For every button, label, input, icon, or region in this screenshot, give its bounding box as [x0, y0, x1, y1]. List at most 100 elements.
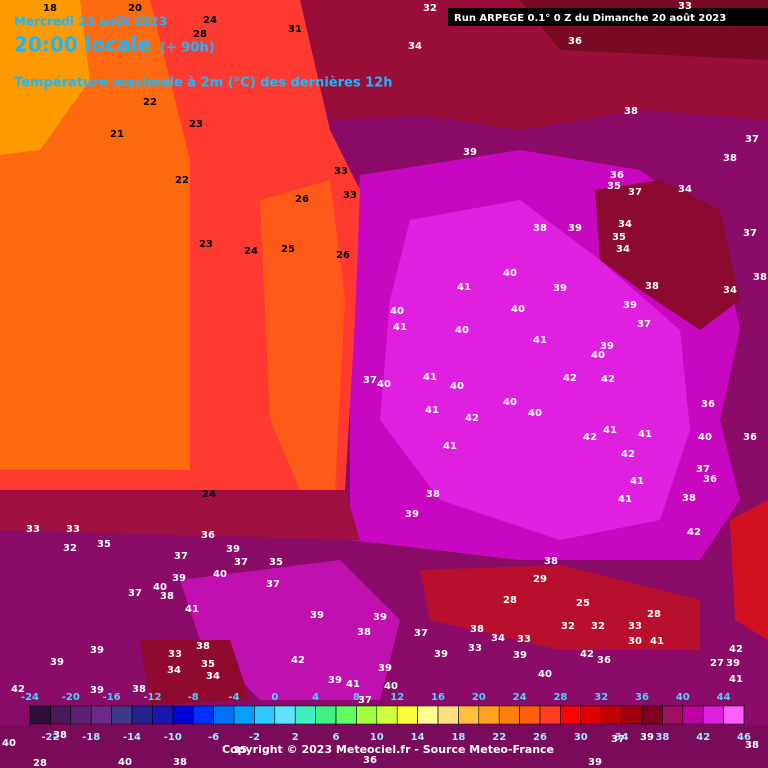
east-hot	[730, 500, 768, 640]
map-value: 39	[513, 650, 527, 661]
legend-swatch	[213, 705, 235, 725]
map-value: 42	[601, 374, 615, 385]
map-value: 40	[538, 669, 552, 680]
legend-tick-label: 46	[737, 732, 751, 743]
map-value: 40	[450, 381, 464, 392]
legend-swatch	[152, 705, 174, 725]
map-value: 40	[390, 306, 404, 317]
legend-swatch	[192, 705, 214, 725]
ocean-warmest	[0, 0, 90, 155]
map-value: 39	[50, 657, 64, 668]
map-value: 39	[90, 645, 104, 656]
map-value: 40	[511, 304, 525, 315]
map-value: 39	[90, 685, 104, 696]
map-value: 38	[745, 740, 759, 751]
legend-tick-label: 26	[533, 732, 547, 743]
map-value: 24	[203, 15, 217, 26]
legend-tick-label: 10	[370, 732, 384, 743]
map-value: 32	[591, 621, 605, 632]
legend-tick-label: 2	[292, 732, 299, 743]
map-value: 34	[408, 41, 422, 52]
map-value: 40	[455, 325, 469, 336]
map-value: 37	[414, 628, 428, 639]
map-value: 39	[640, 732, 654, 743]
legend-tick-label: 14	[411, 732, 425, 743]
map-value: 28	[33, 758, 47, 768]
map-value: 42	[580, 649, 594, 660]
map-value: 40	[2, 738, 16, 749]
map-value: 41	[729, 674, 743, 685]
legend-swatch	[539, 705, 561, 725]
legend-swatch	[111, 705, 133, 725]
legend-tick-label: 44	[717, 692, 731, 703]
legend-tick-label: -22	[41, 732, 59, 743]
legend-tick-label: 6	[333, 732, 340, 743]
map-value: 32	[63, 543, 77, 554]
legend-swatch	[396, 705, 418, 725]
map-value: 24	[202, 489, 216, 500]
map-value: 36	[743, 432, 757, 443]
legend-tick-label: -12	[143, 692, 161, 703]
map-value: 38	[196, 641, 210, 652]
legend-tick-label: -20	[62, 692, 80, 703]
map-value: 36	[597, 655, 611, 666]
map-value: 36	[610, 170, 624, 181]
footer: Copyright © 2023 Meteociel.fr - Source M…	[222, 743, 554, 756]
legend-tick-label: -24	[21, 692, 39, 703]
map-value: 37	[628, 187, 642, 198]
map-value: 39	[553, 283, 567, 294]
map-value: 37	[363, 375, 377, 386]
legend-tick-label: 30	[574, 732, 588, 743]
map-value: 35	[201, 659, 215, 670]
time-label: 20:00 locale	[14, 33, 151, 57]
map-value: 33	[517, 634, 531, 645]
legend-swatch	[335, 705, 357, 725]
map-value: 28	[647, 609, 661, 620]
map-value: 36	[568, 36, 582, 47]
legend-swatch	[519, 705, 541, 725]
legend-swatch	[131, 705, 153, 725]
map-value: 33	[26, 524, 40, 535]
map-value: 23	[189, 119, 203, 130]
run-label: Run ARPEGE 0.1° 0 Z du Dimanche 20 août …	[454, 12, 726, 24]
legend-swatch	[233, 705, 255, 725]
map-value: 40	[503, 397, 517, 408]
map-value: 22	[143, 97, 157, 108]
map-value: 36	[363, 755, 377, 766]
map-value: 23	[199, 239, 213, 250]
legend-tick-label: 38	[655, 732, 669, 743]
spain-north	[0, 490, 360, 540]
legend-tick-label: 34	[615, 732, 629, 743]
map-value: 39	[378, 663, 392, 674]
map-value: 26	[295, 194, 309, 205]
map-value: 41	[457, 282, 471, 293]
map-value: 41	[603, 425, 617, 436]
legend-tick-label: 24	[513, 692, 527, 703]
map-value: 41	[185, 604, 199, 615]
map-value: 39	[310, 610, 324, 621]
legend-swatch	[498, 705, 520, 725]
legend-tick-label: -2	[249, 732, 260, 743]
map-value: 39	[328, 675, 342, 686]
map-value: 37	[743, 228, 757, 239]
legend-swatch	[682, 705, 704, 725]
map-value: 34	[678, 184, 692, 195]
map-value: 42	[291, 655, 305, 666]
map-value: 25	[576, 598, 590, 609]
map-value: 42	[563, 373, 577, 384]
legend-swatch	[478, 705, 500, 725]
legend-tick-label: -4	[228, 692, 239, 703]
map-value: 29	[533, 574, 547, 585]
legend-tick-label: -14	[123, 732, 141, 743]
map-value: 38	[173, 757, 187, 768]
map-value: 37	[611, 734, 625, 745]
legend-swatch	[274, 705, 296, 725]
subtitle: Température maximale à 2m (°C) des derni…	[14, 76, 392, 91]
map-value: 40	[698, 432, 712, 443]
legend-tick-label: -18	[82, 732, 100, 743]
map-value: 38	[357, 627, 371, 638]
map-value: 41	[630, 476, 644, 487]
map-value: 38	[426, 489, 440, 500]
